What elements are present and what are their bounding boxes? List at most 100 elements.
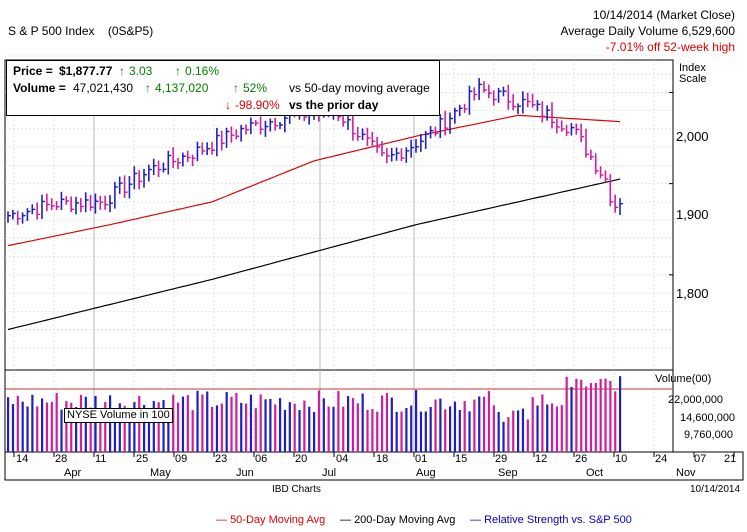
ohlc-bar (347, 116, 351, 130)
volume-bar (274, 404, 277, 452)
volume-bar (405, 407, 408, 452)
volume-bar (434, 399, 437, 452)
x-tick-label: 20 (295, 453, 308, 465)
ohlc-bar (444, 110, 449, 136)
volume-bar (162, 399, 165, 452)
off-high-line: -7.01% off 52-week high (605, 40, 735, 54)
ohlc-bar (254, 120, 259, 127)
ohlc-bar (551, 102, 555, 129)
volume-axis-label: Volume(00) (655, 373, 712, 385)
volume-bar (487, 391, 491, 452)
volume-bar (468, 411, 471, 452)
x-tick-label: 25 (136, 453, 149, 465)
volume-bar (429, 407, 432, 452)
avg-volume-line: Average Daily Volume 6,529,600 (560, 24, 735, 38)
vol-tick-label-14m: 14,600,000 (680, 412, 736, 424)
month-label: Aug (416, 467, 436, 479)
ohlc-bar (60, 191, 65, 210)
volume-bar (609, 381, 612, 452)
volume-bar (269, 399, 272, 452)
ma50-swatch-icon: — (216, 514, 227, 526)
legend-rs: — Relative Strength vs. S&P 500 (470, 514, 632, 526)
volume-bar (118, 403, 121, 452)
volume-bar (7, 397, 10, 452)
volume-bar (575, 378, 578, 452)
volume-bar (235, 392, 238, 452)
month-label: Sep (498, 467, 518, 479)
volume-bar (337, 391, 340, 452)
ohlc-bar (16, 210, 21, 225)
up-arrow-icon: ↑ (233, 81, 239, 95)
ohlc-bar (259, 116, 264, 135)
volume-bar (599, 379, 602, 452)
ohlc-bar (371, 131, 376, 146)
ohlc-bar (614, 194, 619, 213)
volume-bar (580, 379, 583, 452)
quote-box: Price = $1,877.77 ↑ 3.03 ↑ 0.16% Volume … (6, 60, 440, 116)
ohlc-bar (458, 104, 463, 117)
price-change-pct: 0.16% (185, 64, 220, 78)
volume-bar (89, 407, 92, 452)
ohlc-bar (114, 181, 118, 209)
x-tick-label: 09 (175, 453, 188, 465)
volume-bar (458, 409, 461, 452)
volume-bar (463, 401, 466, 452)
ohlc-bar (585, 128, 589, 158)
volume-bar (50, 401, 53, 452)
ohlc-bar (599, 166, 604, 179)
volume-bar (424, 411, 427, 452)
volume-bar (113, 410, 117, 452)
volume-change: 4,137,020 (155, 81, 209, 95)
ohlc-bar (75, 196, 79, 215)
volume-bar (36, 406, 39, 452)
volume-bar (45, 402, 49, 452)
volume-bar (356, 403, 359, 452)
ohlc-bar (449, 112, 453, 134)
ohlc-bar (138, 170, 143, 190)
ohlc-bar (216, 127, 220, 157)
ohlc-bar (478, 78, 483, 100)
volume-bar (41, 398, 44, 452)
x-tick-label: 04 (336, 453, 349, 465)
ma200-line (7, 178, 621, 331)
volume-bar (381, 395, 384, 452)
ohlc-bar (415, 138, 419, 153)
ohlc-bar (94, 193, 99, 214)
ohlc-bar (609, 174, 614, 207)
volume-pct-vs-ma: 52% (243, 81, 268, 95)
ohlc-bar (497, 87, 502, 103)
ohlc-bar (89, 194, 94, 211)
ohlc-bar (463, 103, 468, 113)
volume-bar (565, 376, 568, 452)
volume-bar (439, 398, 442, 452)
volume-bar (521, 408, 525, 452)
volume-bar (157, 402, 160, 452)
ma50-line (7, 114, 621, 247)
ohlc-bar (21, 212, 26, 224)
volume-bar (332, 406, 335, 452)
volume-bar (167, 411, 170, 452)
x-tick-label: 29 (495, 453, 508, 465)
volume-bar (206, 391, 209, 452)
volume-bar (259, 394, 262, 452)
ohlc-bar (575, 123, 580, 135)
ohlc-bar (264, 120, 269, 137)
x-tick-label: 07 (694, 453, 707, 465)
volume-bar (546, 404, 549, 452)
ohlc-bar (483, 81, 487, 93)
volume-bar (376, 411, 379, 452)
volume-bar (400, 411, 403, 452)
ohlc-bar (128, 176, 133, 199)
volume-bar (172, 394, 175, 452)
ohlc-bar (390, 147, 395, 162)
volume-bar (215, 405, 219, 452)
tick-label-1900: 1,900 (676, 207, 709, 222)
volume-bar (94, 395, 97, 452)
volume-bar (181, 396, 185, 452)
volume-bar (366, 409, 369, 452)
ohlc-bar (80, 198, 84, 213)
volume-bar (225, 392, 228, 452)
x-tick-label: 12 (535, 453, 548, 465)
vol-tick-label-22m: 22,000,000 (668, 394, 724, 406)
ohlc-bar (356, 127, 361, 141)
